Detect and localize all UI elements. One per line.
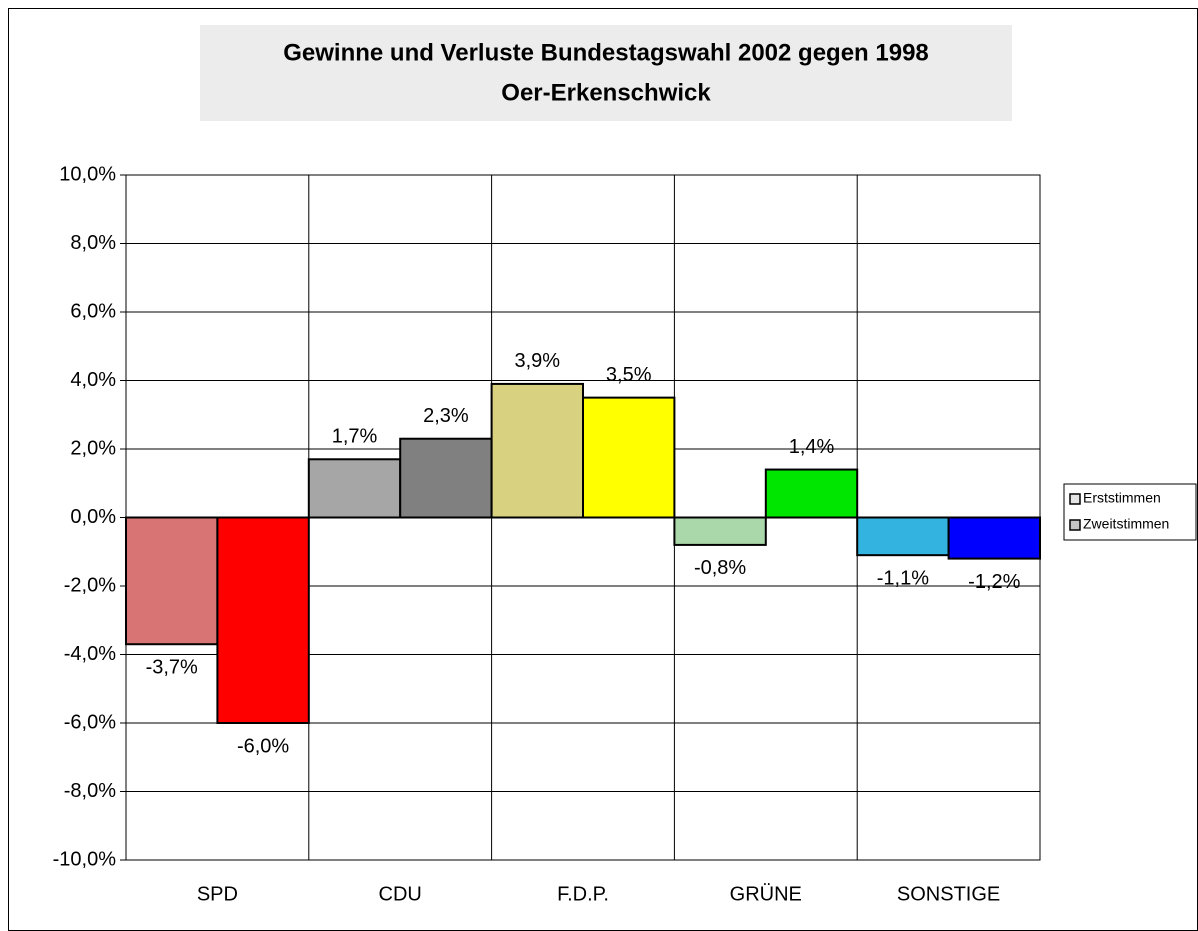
legend-label: Erststimmen (1083, 490, 1161, 506)
bar (490, 382, 585, 519)
data-label: -3,7% (146, 657, 198, 679)
chart-subtitle: Oer-Erkenschwick (501, 79, 711, 106)
bar (856, 516, 950, 557)
bar (764, 468, 859, 519)
x-tick-label: SONSTIGE (897, 883, 1000, 905)
bar (582, 396, 676, 519)
x-tick-label: F.D.P. (557, 883, 609, 905)
data-label: -1,1% (877, 567, 929, 589)
chart-title: Gewinne und Verluste Bundestagswahl 2002… (283, 39, 929, 66)
bar (307, 458, 402, 519)
y-tick-label: 4,0% (70, 369, 116, 391)
data-label: -6,0% (237, 735, 289, 757)
data-label: 1,4% (789, 436, 835, 458)
y-tick-label: -4,0% (64, 643, 116, 665)
y-tick-label: -6,0% (64, 711, 116, 733)
x-tick-label: GRÜNE (730, 883, 802, 905)
bar (399, 437, 493, 519)
y-tick-label: 10,0% (59, 163, 116, 185)
data-label: -1,2% (968, 571, 1020, 593)
bar (216, 516, 310, 724)
title-box (200, 25, 1012, 121)
legend-label: Zweitstimmen (1083, 516, 1169, 532)
y-tick-label: -8,0% (64, 780, 116, 802)
y-tick-label: -2,0% (64, 574, 116, 596)
data-label: 3,5% (606, 364, 652, 386)
x-tick-label: CDU (379, 883, 422, 905)
y-tick-label: -10,0% (53, 848, 117, 870)
bar (125, 516, 219, 646)
legend-swatch (1069, 493, 1081, 505)
legend-swatch (1069, 519, 1081, 531)
bar (673, 516, 767, 546)
data-label: -0,8% (694, 557, 746, 579)
data-label: 1,7% (332, 426, 378, 448)
data-label: 2,3% (423, 405, 469, 427)
bar (947, 516, 1041, 560)
y-tick-label: 8,0% (70, 232, 116, 254)
y-tick-label: 2,0% (70, 437, 116, 459)
data-label: 3,9% (515, 350, 561, 372)
x-tick-label: SPD (197, 883, 238, 905)
legend (1063, 483, 1197, 541)
y-tick-label: 0,0% (70, 506, 116, 528)
y-tick-label: 6,0% (70, 300, 116, 322)
